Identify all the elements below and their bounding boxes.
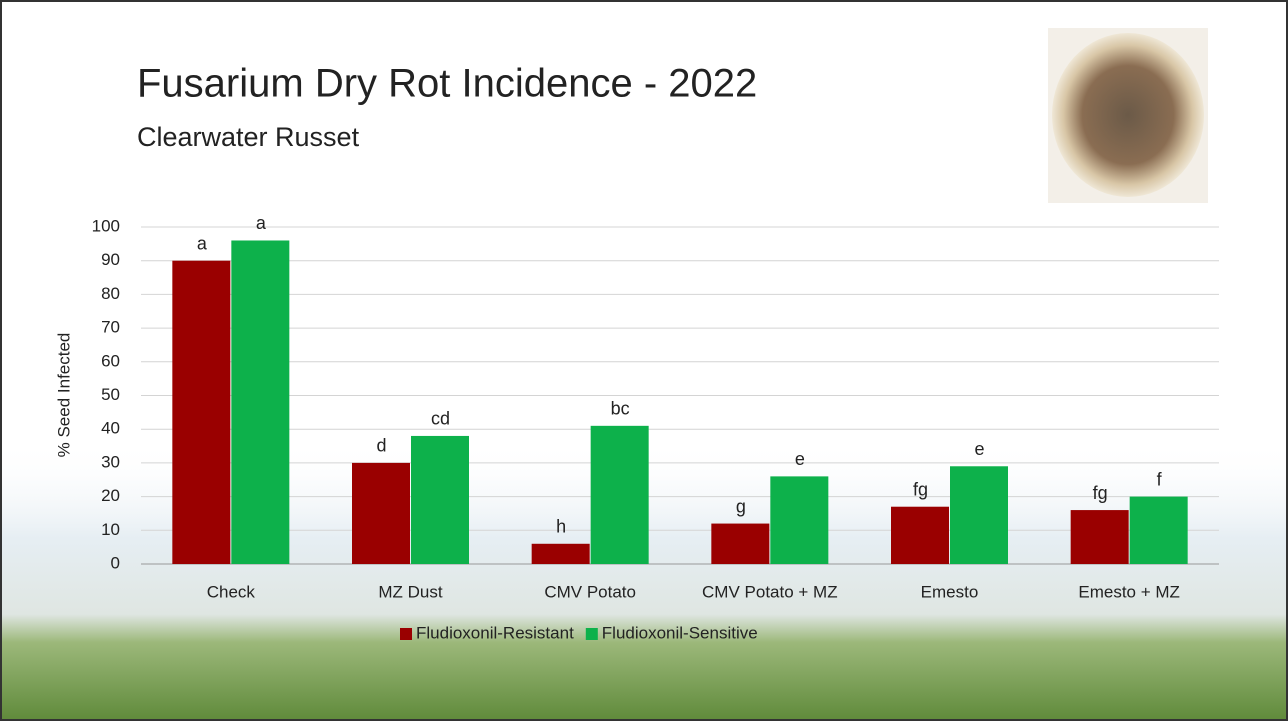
y-tick-label: 100 [92, 216, 120, 235]
y-tick-label: 30 [101, 452, 120, 471]
significance-letter: a [197, 233, 208, 253]
significance-letter: f [1157, 469, 1163, 489]
significance-letter: cd [431, 409, 450, 429]
bar [531, 543, 590, 564]
bar [1070, 510, 1129, 564]
x-tick-label: Emesto + MZ [1078, 582, 1180, 601]
chart-title: Fusarium Dry Rot Incidence - 2022 [137, 62, 757, 106]
bar [231, 240, 290, 565]
y-tick-label: 70 [101, 318, 120, 337]
significance-letter: bc [611, 399, 630, 419]
significance-letter: h [556, 517, 566, 537]
legend-swatch [585, 628, 598, 640]
y-tick-label: 0 [111, 553, 120, 572]
bar [711, 523, 770, 564]
significance-letter: e [974, 439, 984, 459]
y-axis-label: % Seed Infected [54, 333, 73, 458]
y-tick-label: 40 [101, 419, 120, 438]
bar [950, 466, 1008, 564]
tuber-photo [1052, 33, 1204, 197]
y-tick-label: 90 [101, 250, 120, 269]
bar [891, 506, 949, 564]
legend-label: Fludioxonil-Sensitive [602, 623, 758, 642]
bar [770, 476, 829, 564]
x-tick-label: CMV Potato + MZ [702, 582, 838, 601]
legend-label: Fludioxonil-Resistant [416, 623, 574, 642]
bar [352, 462, 410, 564]
y-tick-label: 50 [101, 385, 120, 404]
y-tick-label: 20 [101, 486, 120, 505]
y-tick-label: 60 [101, 351, 120, 370]
bar [411, 435, 469, 564]
x-tick-label: Check [207, 582, 256, 601]
y-tick-label: 80 [101, 284, 120, 303]
significance-letter: g [736, 496, 746, 516]
chart-subtitle: Clearwater Russet [137, 122, 360, 152]
x-tick-label: CMV Potato [544, 582, 636, 601]
significance-letter: e [795, 449, 805, 469]
x-tick-label: Emesto [921, 582, 979, 601]
y-tick-label: 10 [101, 520, 120, 539]
significance-letter: d [376, 436, 386, 456]
bar [172, 260, 231, 564]
significance-letter: fg [913, 479, 928, 499]
legend-swatch [400, 628, 412, 640]
bar [1129, 496, 1188, 564]
significance-letter: a [256, 213, 267, 233]
significance-letter: fg [1093, 483, 1108, 503]
x-tick-label: MZ Dust [378, 582, 443, 601]
bar [590, 425, 649, 564]
